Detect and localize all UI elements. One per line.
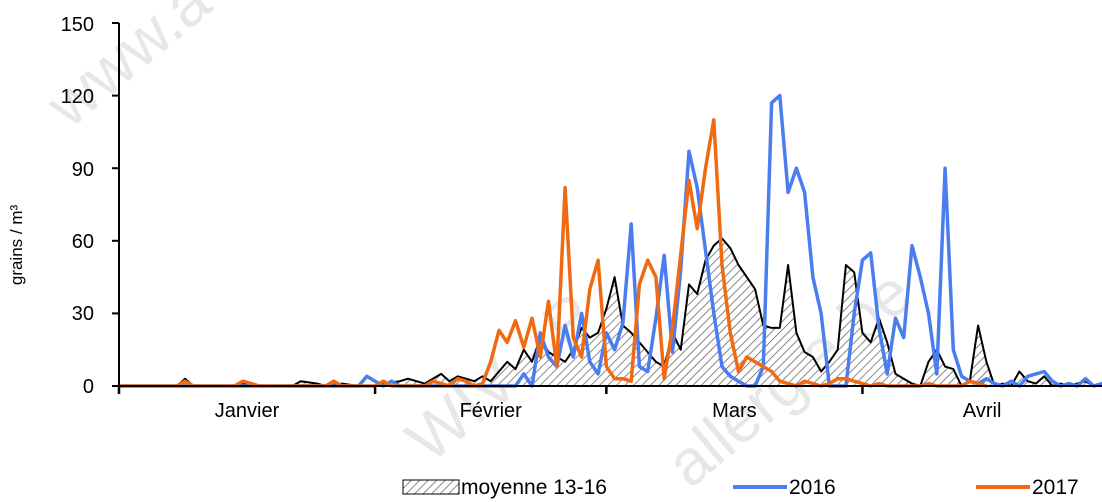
y-axis-label: grains / m³	[7, 205, 26, 286]
legend-swatch-moyenne	[402, 479, 460, 495]
legend-label-2017: 2017	[1032, 476, 1079, 499]
axes	[112, 22, 1102, 394]
y-tick-label: 90	[72, 159, 94, 181]
x-tick-label-fevrier: Février	[460, 400, 523, 422]
legend: moyenne 13-16 2016 2017	[402, 476, 1079, 499]
watermark: www.a WIV - P allergie.be	[32, 0, 925, 501]
x-tick-label-janvier: Janvier	[215, 400, 280, 422]
y-tick-label: 30	[72, 303, 94, 325]
y-tick-label: 120	[61, 86, 94, 108]
x-tick-label-mars: Mars	[712, 400, 756, 422]
series-area-moyenne-13-16	[119, 238, 1102, 386]
y-axis-ticks: 0 30 60 90 120 150	[61, 14, 94, 398]
legend-label-2016: 2016	[789, 476, 836, 499]
x-axis-month-labels: Janvier Février Mars Avril	[215, 400, 1002, 422]
legend-label-moyenne: moyenne 13-16	[461, 476, 607, 499]
series-line-2016	[117, 93, 1102, 388]
y-tick-label: 150	[61, 14, 94, 36]
plot-area	[117, 93, 1102, 388]
y-tick-label: 0	[83, 376, 94, 398]
y-tick-label: 60	[72, 231, 94, 253]
series-outline-moyenne-13-16	[119, 237, 1102, 387]
x-tick-label-avril: Avril	[963, 400, 1002, 422]
series-line-2017	[117, 118, 989, 388]
